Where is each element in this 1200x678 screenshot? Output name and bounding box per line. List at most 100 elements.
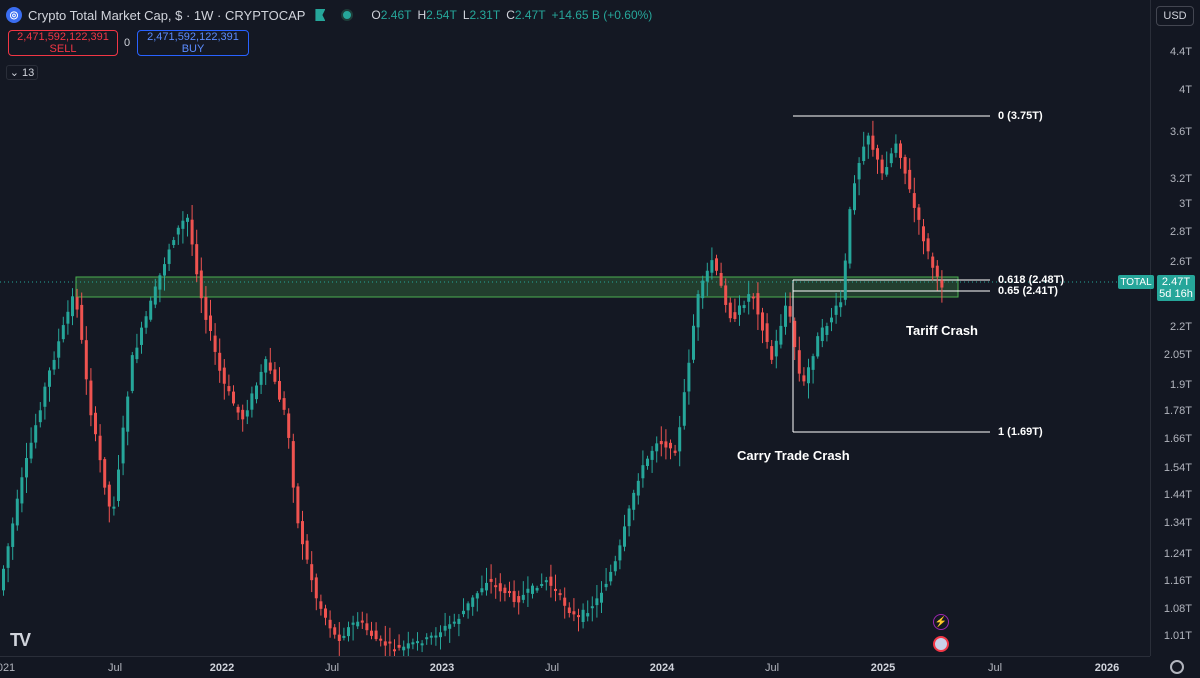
symbol-logo-icon: ◎ bbox=[6, 7, 22, 23]
candle-body bbox=[940, 280, 944, 288]
candle-body bbox=[84, 340, 88, 380]
sell-button[interactable]: 2,471,592,122,391 SELL bbox=[8, 30, 118, 56]
symbol-title[interactable]: Crypto Total Market Cap, $ · 1W · CRYPTO… bbox=[28, 7, 306, 23]
price-tick-label: 2.6T bbox=[1169, 256, 1192, 268]
legend: ◎ Crypto Total Market Cap, $ · 1W · CRYP… bbox=[6, 7, 652, 23]
candle-body bbox=[825, 326, 829, 335]
candle-body bbox=[558, 593, 562, 596]
series-tag: TOTAL bbox=[1118, 275, 1154, 289]
candle-body bbox=[121, 427, 125, 464]
time-tick-label: 2025 bbox=[870, 662, 896, 674]
candle-body bbox=[360, 620, 364, 623]
candle-body bbox=[811, 356, 815, 370]
candle-body bbox=[416, 641, 419, 644]
candle-body bbox=[255, 385, 258, 400]
candle-body bbox=[908, 169, 912, 190]
tradingview-logo-icon[interactable]: TV bbox=[10, 630, 31, 650]
candle-body bbox=[572, 611, 576, 615]
candle-body bbox=[609, 571, 613, 582]
candle-body bbox=[374, 630, 378, 640]
candle-body bbox=[857, 163, 861, 180]
price-chart[interactable] bbox=[0, 0, 1150, 656]
ohlc-values: O2.46T H2.54T L2.31T C2.47T +14.65 B (+0… bbox=[371, 8, 653, 22]
candle-body bbox=[153, 286, 157, 305]
candle-body bbox=[733, 312, 737, 319]
candle-body bbox=[6, 546, 10, 568]
candle-body bbox=[71, 296, 74, 317]
change-value: +14.65 B (+0.60%) bbox=[551, 8, 653, 22]
candle-body bbox=[899, 143, 902, 158]
candle-body bbox=[756, 293, 760, 315]
price-tick-label: 1.34T bbox=[1163, 517, 1192, 529]
candle-body bbox=[595, 598, 599, 606]
market-status-icon[interactable] bbox=[341, 9, 354, 21]
candle-body bbox=[531, 585, 534, 594]
candle-body bbox=[172, 240, 176, 246]
candle-body bbox=[94, 412, 97, 435]
currency-button[interactable]: USD bbox=[1156, 6, 1194, 26]
candle-body bbox=[853, 183, 856, 211]
candle-body bbox=[89, 380, 93, 416]
candle-body bbox=[117, 469, 120, 502]
candle-body bbox=[273, 369, 277, 382]
candle-body bbox=[544, 580, 548, 583]
fib-level-0-label: 0 (3.75T) bbox=[998, 110, 1043, 122]
price-scale[interactable]: 4.4T 4T 3.6T 3.2T 3T 2.8T 2.6T 2.2T 2.05T 1.9T 1.7… bbox=[1150, 0, 1200, 656]
candle-body bbox=[724, 285, 728, 305]
candle-body bbox=[586, 613, 590, 617]
candle-body bbox=[176, 227, 180, 235]
candle-body bbox=[250, 393, 254, 410]
time-scale[interactable]: 021 Jul 2022 Jul 2023 Jul 2024 Jul 2025 Jul 2026 bbox=[0, 656, 1150, 678]
carry-trade-annotation[interactable]: Carry Trade Crash bbox=[737, 448, 850, 463]
candle-body bbox=[802, 375, 806, 382]
candle-body bbox=[590, 606, 594, 609]
event-lightning-icon[interactable]: ⚡ bbox=[933, 614, 949, 630]
candle-body bbox=[305, 540, 309, 560]
candle-body bbox=[659, 441, 663, 445]
us-flag-event-icon[interactable] bbox=[933, 636, 949, 652]
flag-icon[interactable] bbox=[315, 9, 326, 21]
candle-body bbox=[797, 350, 801, 374]
candle-body bbox=[834, 305, 838, 315]
time-tick-label: Jul bbox=[544, 662, 560, 674]
gear-icon[interactable] bbox=[1170, 660, 1184, 674]
chart-area[interactable] bbox=[0, 0, 1150, 656]
candle-body bbox=[710, 260, 714, 273]
candle-body bbox=[618, 545, 622, 561]
candle-body bbox=[328, 619, 332, 629]
candle-body bbox=[636, 480, 640, 496]
candle-body bbox=[641, 465, 645, 479]
time-tick-label: Jul bbox=[987, 662, 1003, 674]
candle-body bbox=[34, 425, 38, 443]
spread-value: 0 bbox=[124, 37, 131, 49]
candle-body bbox=[370, 630, 373, 636]
candle-body bbox=[462, 610, 465, 615]
time-tick-label: 2026 bbox=[1094, 662, 1120, 674]
candle-body bbox=[696, 294, 700, 328]
candle-body bbox=[264, 359, 268, 373]
candle-body bbox=[567, 607, 571, 614]
candle-body bbox=[701, 280, 705, 299]
time-tick-label: 2022 bbox=[209, 662, 235, 674]
candle-body bbox=[738, 305, 741, 315]
candle-body bbox=[319, 601, 323, 609]
candle-body bbox=[195, 244, 199, 275]
candle-body bbox=[411, 642, 415, 645]
candle-body bbox=[535, 587, 539, 591]
indicators-toggle[interactable]: ⌄ 13 bbox=[6, 65, 38, 80]
candle-body bbox=[912, 193, 916, 208]
tariff-crash-annotation[interactable]: Tariff Crash bbox=[906, 323, 978, 338]
candle-body bbox=[871, 135, 875, 150]
buy-button[interactable]: 2,471,592,122,391 BUY bbox=[137, 30, 249, 56]
candle-body bbox=[457, 618, 461, 624]
candle-body bbox=[80, 304, 84, 340]
candle-body bbox=[862, 146, 866, 162]
candle-body bbox=[356, 621, 360, 627]
candle-body bbox=[485, 582, 488, 591]
candle-body bbox=[678, 427, 682, 452]
price-tick-label: 4T bbox=[1179, 84, 1192, 96]
candle-body bbox=[167, 249, 171, 264]
candle-body bbox=[20, 477, 24, 504]
candle-body bbox=[429, 635, 433, 638]
candle-body bbox=[889, 153, 893, 164]
